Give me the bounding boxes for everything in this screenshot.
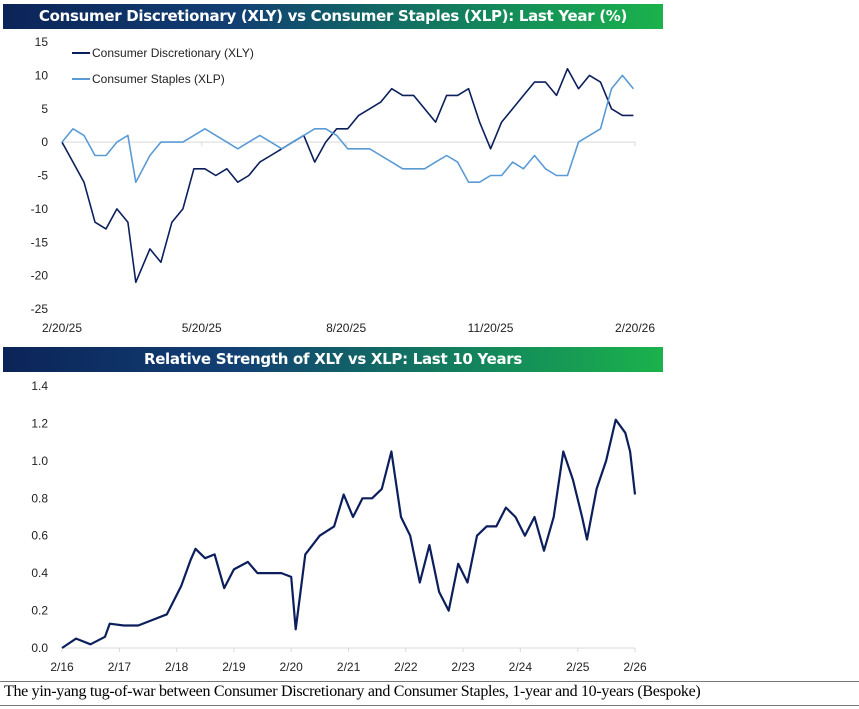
y-tick-label: 15 [35, 35, 49, 49]
x-tick-label: 2/20/25 [42, 321, 82, 335]
y-tick-label: 10 [35, 68, 49, 82]
y-tick-label: 0 [41, 135, 48, 149]
y-tick-label: 0.4 [31, 566, 48, 580]
bottom-chart: 1.4 1.2 1.0 0.8 0.6 0.4 0.2 0.02/16 2/17 2/18 2/19… [31, 379, 647, 674]
xlp-series-line [61, 74, 635, 183]
y-tick-label: -20 [31, 269, 49, 283]
x-tick-label: 5/20/25 [182, 321, 222, 335]
x-tick-label: 11/20/25 [468, 321, 514, 335]
xly-series-line [61, 67, 634, 284]
x-tick-label: 8/20/25 [326, 321, 366, 335]
y-tick-label: 1.4 [31, 379, 48, 393]
y-tick-label: -5 [37, 169, 48, 183]
x-tick-label: 2/20/26 [615, 321, 655, 335]
y-tick-label: 0.2 [31, 604, 48, 618]
x-tick-label: 2/20 [279, 660, 303, 674]
y-tick-label: 0.6 [31, 529, 48, 543]
x-tick-label: 2/21 [337, 660, 361, 674]
top-legend: Consumer Discretionary (XLY) Consumer St… [72, 46, 254, 86]
caption: The yin-yang tug-of-war between Consumer… [4, 683, 701, 700]
x-tick-label: 2/22 [394, 660, 418, 674]
y-tick-label: 0.0 [31, 641, 48, 655]
x-tick-label: 2/26 [623, 660, 647, 674]
y-tick-label: 5 [41, 102, 48, 116]
x-tick-label: 2/16 [50, 660, 74, 674]
x-tick-label: 2/19 [222, 660, 246, 674]
y-tick-label: 1.2 [31, 416, 48, 430]
y-tick-label: -10 [31, 202, 49, 216]
x-tick-label: 2/17 [108, 660, 132, 674]
x-tick-label: 2/25 [566, 660, 590, 674]
y-tick-label: -25 [31, 302, 49, 316]
y-tick-label: 0.8 [31, 491, 48, 505]
caption-bottom-rule [0, 705, 859, 706]
caption-top-rule [0, 681, 859, 682]
legend-xly-label: Consumer Discretionary (XLY) [92, 46, 254, 60]
top-chart-title: Consumer Discretionary (XLY) vs Consumer… [3, 4, 663, 29]
y-tick-label: -15 [31, 235, 49, 249]
y-tick-label: 1.0 [31, 454, 48, 468]
x-tick-label: 2/24 [509, 660, 533, 674]
legend-xlp-label: Consumer Staples (XLP) [92, 72, 225, 86]
bottom-chart-title: Relative Strength of XLY vs XLP: Last 10… [3, 347, 663, 372]
top-chart: 15 10 5 0 -5 -10 -15 -20 -25 2/20/25 5/20/25 8/20/2… [31, 35, 656, 335]
relative-strength-line [61, 418, 637, 649]
x-tick-label: 2/18 [165, 660, 189, 674]
x-tick-label: 2/23 [451, 660, 475, 674]
